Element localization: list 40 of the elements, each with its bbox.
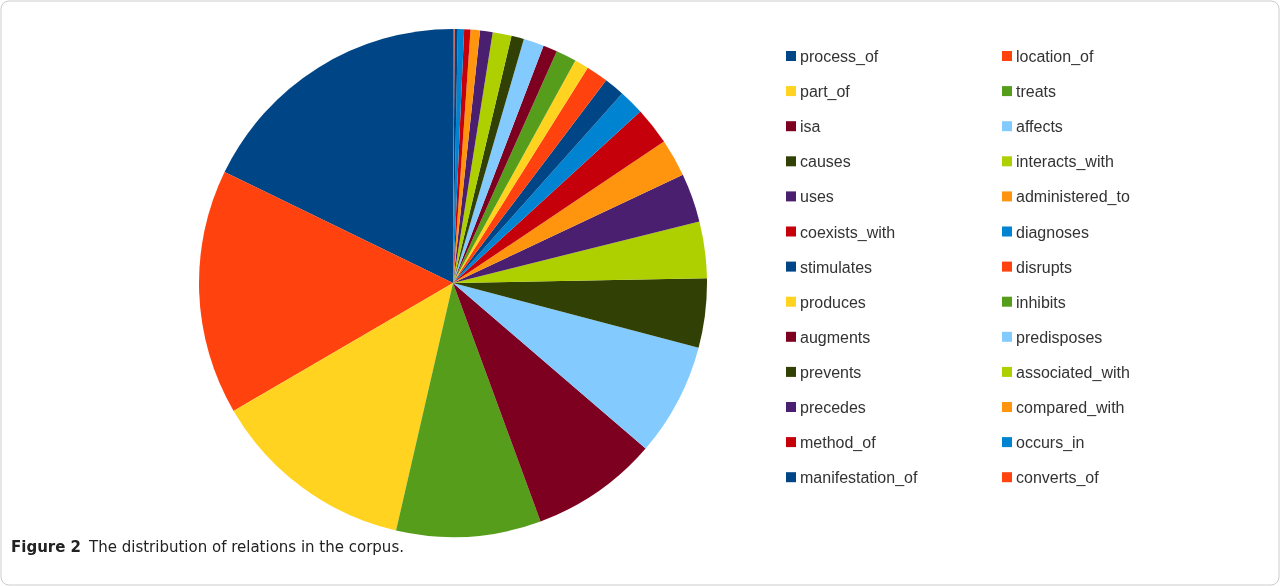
legend-label: affects: [1016, 118, 1063, 136]
pie-slice: [396, 283, 541, 537]
pie-slice: [453, 283, 646, 522]
legend-label: part_of: [800, 83, 851, 102]
pie-slice: [453, 174, 700, 283]
legend-label: predisposes: [1016, 328, 1103, 346]
pie-slice: [453, 283, 699, 449]
legend-label: treats: [1016, 83, 1057, 101]
text: The distribution of relations in the corpus.: [88, 538, 404, 556]
pie-slice: [199, 171, 453, 411]
legend-label: process_of: [800, 48, 879, 66]
legend-label: interacts_with: [1016, 153, 1114, 172]
pie-slice: [453, 221, 707, 283]
legend-label: coexists_with: [800, 223, 896, 242]
legend-label: converts_of: [1016, 469, 1100, 488]
legend-label: produces: [800, 293, 866, 311]
legend-label: method_of: [800, 434, 877, 453]
legend-label: administered_to: [1016, 188, 1130, 207]
caption: Figure 2: [11, 538, 82, 556]
legend-label: disrupts: [1016, 258, 1073, 276]
legend-label: precedes: [800, 399, 866, 416]
legend-label: stimulates: [800, 258, 873, 276]
pie-slice: [453, 111, 664, 283]
legend-label: augments: [800, 328, 871, 346]
legend-label: isa: [800, 118, 821, 136]
pie-slice: [453, 30, 493, 283]
legend-label: causes: [800, 153, 851, 171]
legend-label: uses: [800, 188, 834, 206]
legend-label: inhibits: [1016, 293, 1066, 311]
pie-slice: [453, 141, 683, 283]
legend-label: diagnoses: [1016, 223, 1089, 241]
legend-label: prevents: [800, 363, 862, 381]
legend-label: compared_with: [1016, 399, 1125, 417]
pie-slice: [233, 283, 453, 531]
pie-slice: [453, 32, 512, 283]
legend-label: location_of: [1016, 48, 1094, 66]
legend-label: associated_with: [1016, 363, 1130, 382]
pie-slice: [453, 278, 707, 348]
legend-label: manifestation_of: [800, 469, 918, 488]
legend-label: occurs_in: [1016, 434, 1085, 453]
